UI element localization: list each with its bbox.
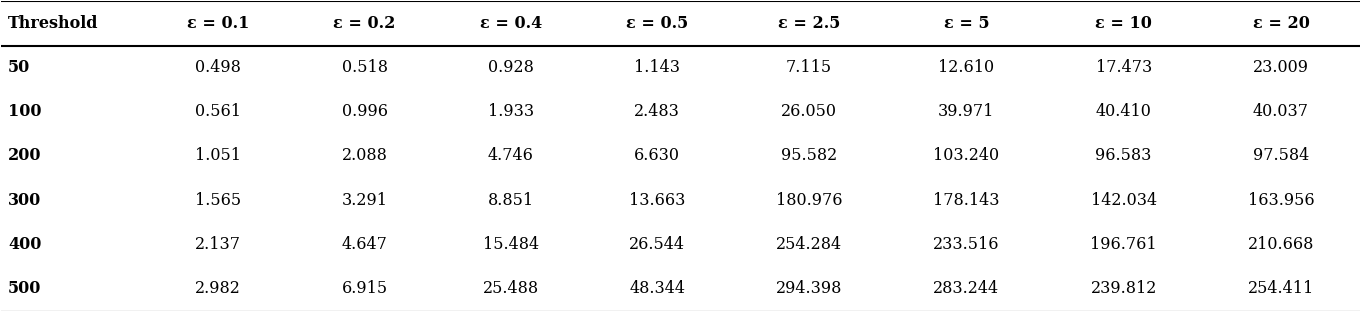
Text: ε = 0.5: ε = 0.5 [626,15,689,32]
Text: ε = 10: ε = 10 [1096,15,1153,32]
Text: 4.746: 4.746 [489,148,534,164]
Text: 15.484: 15.484 [483,236,539,253]
Text: 12.610: 12.610 [938,59,995,76]
Text: 0.518: 0.518 [342,59,388,76]
Text: 2.137: 2.137 [195,236,241,253]
Text: 103.240: 103.240 [934,148,999,164]
Text: 294.398: 294.398 [776,280,842,297]
Text: 180.976: 180.976 [776,192,842,209]
Text: 239.812: 239.812 [1090,280,1157,297]
Text: ε = 0.1: ε = 0.1 [186,15,249,32]
Text: 283.244: 283.244 [934,280,999,297]
Text: 6.915: 6.915 [342,280,388,297]
Text: 163.956: 163.956 [1248,192,1315,209]
Text: 1.565: 1.565 [195,192,241,209]
Text: 8.851: 8.851 [487,192,534,209]
Text: ε = 20: ε = 20 [1252,15,1309,32]
Text: 7.115: 7.115 [787,59,832,76]
Text: 1.051: 1.051 [195,148,241,164]
Text: 40.037: 40.037 [1253,103,1309,120]
Text: 39.971: 39.971 [938,103,995,120]
Text: 0.498: 0.498 [195,59,241,76]
Text: 100: 100 [8,103,42,120]
Text: ε = 5: ε = 5 [943,15,989,32]
Text: 2.982: 2.982 [195,280,241,297]
Text: 2.483: 2.483 [634,103,680,120]
Text: 23.009: 23.009 [1253,59,1309,76]
Text: Threshold: Threshold [8,15,99,32]
Text: 142.034: 142.034 [1090,192,1157,209]
Text: ε = 0.4: ε = 0.4 [480,15,542,32]
Text: 0.996: 0.996 [342,103,388,120]
Text: 40.410: 40.410 [1096,103,1151,120]
Text: 26.050: 26.050 [781,103,837,120]
Text: 1.933: 1.933 [487,103,534,120]
Text: 196.761: 196.761 [1090,236,1157,253]
Text: 48.344: 48.344 [629,280,685,297]
Text: 3.291: 3.291 [342,192,388,209]
Text: 300: 300 [8,192,41,209]
Text: 200: 200 [8,148,42,164]
Text: ε = 0.2: ε = 0.2 [333,15,396,32]
Text: 95.582: 95.582 [781,148,837,164]
Text: 0.561: 0.561 [195,103,241,120]
Text: 0.928: 0.928 [489,59,534,76]
Text: 210.668: 210.668 [1248,236,1315,253]
Text: 25.488: 25.488 [483,280,539,297]
Text: 2.088: 2.088 [342,148,388,164]
Text: 97.584: 97.584 [1253,148,1309,164]
Text: 400: 400 [8,236,42,253]
Text: 254.411: 254.411 [1248,280,1315,297]
Text: 13.663: 13.663 [629,192,686,209]
Text: 17.473: 17.473 [1096,59,1151,76]
Text: 26.544: 26.544 [629,236,685,253]
Text: 500: 500 [8,280,42,297]
Text: 178.143: 178.143 [934,192,999,209]
Text: 254.284: 254.284 [776,236,842,253]
Text: 1.143: 1.143 [634,59,680,76]
Text: ε = 2.5: ε = 2.5 [778,15,840,32]
Text: 50: 50 [8,59,30,76]
Text: 96.583: 96.583 [1096,148,1151,164]
Text: 4.647: 4.647 [342,236,388,253]
Text: 6.630: 6.630 [634,148,680,164]
Text: 233.516: 233.516 [934,236,999,253]
